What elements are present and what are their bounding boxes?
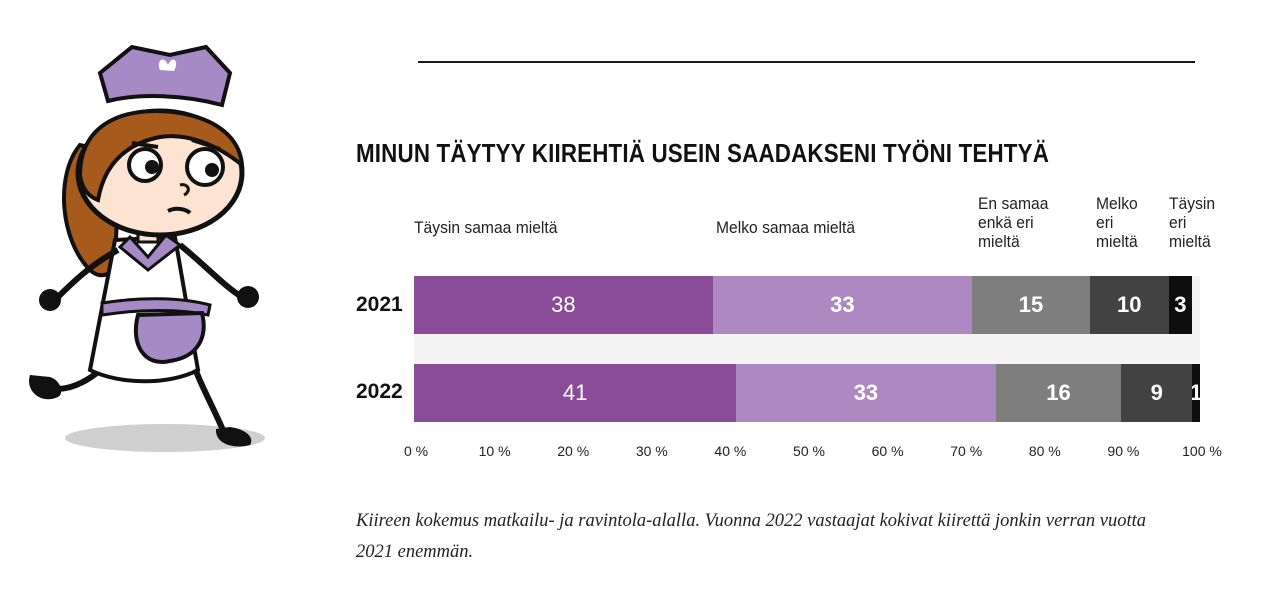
pupil-left xyxy=(145,160,159,174)
x-tick-label: 30 % xyxy=(635,443,668,459)
legend-label-2: Melko samaa mieltä xyxy=(716,218,855,237)
apron-belt xyxy=(100,297,212,317)
top-rule xyxy=(418,61,1195,63)
shadow xyxy=(65,424,265,452)
legend-4-line-3: mieltä xyxy=(1096,232,1138,251)
x-tick-label: 70 % xyxy=(950,443,983,459)
hand-left xyxy=(39,289,61,311)
legend-5-line-3: mieltä xyxy=(1169,232,1211,251)
bar-2022-segment-1: 41 xyxy=(414,364,737,422)
brow-left xyxy=(131,141,159,149)
chart-title: MINUN TÄYTYY KIIREHTIÄ USEIN SAADAKSENI … xyxy=(356,138,1050,168)
bar-2021-segment-1: 38 xyxy=(414,276,713,334)
data-label-2021-5: 3 xyxy=(1174,292,1187,317)
brow-right xyxy=(191,138,221,151)
legend-2-line-1: Melko samaa mieltä xyxy=(716,218,856,237)
arm-left xyxy=(55,247,120,300)
arm-right xyxy=(178,242,244,300)
cap xyxy=(97,44,233,108)
cap-leaf xyxy=(158,59,177,71)
data-label-2022-4: 9 xyxy=(1150,380,1163,405)
data-label-2022-1: 41 xyxy=(562,380,588,405)
data-label-2021-3: 15 xyxy=(1018,292,1044,317)
shoe-right xyxy=(215,427,252,447)
legend-5-line-1: Täysin xyxy=(1169,194,1216,213)
bar-2021-segment-5: 3 xyxy=(1168,276,1193,334)
shoe-left xyxy=(29,375,62,400)
legend-label-4: Melko eri mieltä xyxy=(1096,194,1138,251)
bar-2021-segment-2: 33 xyxy=(712,276,973,334)
apron xyxy=(133,310,206,364)
x-tick-label: 10 % xyxy=(478,443,511,459)
legend-label-1: Täysin samaa mieltä xyxy=(414,218,557,237)
nose xyxy=(179,183,190,197)
bar-2022-segment-2: 33 xyxy=(736,364,996,422)
legend-3-line-1: En samaa xyxy=(978,194,1049,213)
data-label-2022-3: 16 xyxy=(1046,380,1071,405)
caption: Kiireen kokemus matkailu- ja ravintola-a… xyxy=(356,511,1147,562)
x-tick-label: 90 % xyxy=(1107,443,1140,459)
bar-2022-segment-5: 1 xyxy=(1192,364,1200,422)
legend-label-3: En samaa enkä eri mieltä xyxy=(978,194,1048,251)
x-tick-label: 0 % xyxy=(403,443,429,459)
data-label-2021-2: 33 xyxy=(830,292,855,317)
bar-2022-segment-4: 9 xyxy=(1121,364,1193,422)
hand-right xyxy=(237,286,259,308)
x-tick-label: 60 % xyxy=(871,443,904,459)
x-tick-label: 80 % xyxy=(1028,443,1061,459)
category-label-2022: 2022 xyxy=(356,380,403,403)
legend-3-line-3: mieltä xyxy=(978,232,1020,251)
data-label-2022-2: 33 xyxy=(853,380,879,405)
legend-label-5: Täysin eri mieltä xyxy=(1169,194,1215,251)
bar-row-2022: 41 33 16 9 1 xyxy=(414,364,1200,422)
x-tick-label: 50 % xyxy=(793,443,825,459)
bar-row-2021: 38 33 15 10 3 xyxy=(414,276,1200,334)
bar-2022-segment-3: 16 xyxy=(995,364,1122,422)
data-label-2021-1: 38 xyxy=(551,292,576,317)
x-tick-label: 40 % xyxy=(714,443,747,459)
pupil-right xyxy=(205,163,219,177)
data-label-2022-5: 1 xyxy=(1192,380,1200,405)
waitress-illustration xyxy=(29,44,265,452)
mouth xyxy=(167,206,192,215)
legend-1-line-1: Täysin samaa mieltä xyxy=(414,218,558,237)
legend-4-line-1: Melko xyxy=(1096,194,1138,213)
x-tick-label: 20 % xyxy=(557,443,590,459)
category-label-2021: 2021 xyxy=(356,293,403,316)
x-tick-label: 100 % xyxy=(1182,443,1222,459)
bar-2021-segment-4: 10 xyxy=(1089,276,1169,334)
legend-5-line-2: eri xyxy=(1169,213,1187,232)
legend-3-line-2: enkä eri xyxy=(978,213,1034,232)
bar-2021-segment-3: 15 xyxy=(972,276,1090,334)
data-label-2021-4: 10 xyxy=(1116,292,1142,317)
legend-4-line-2: eri xyxy=(1096,213,1114,232)
